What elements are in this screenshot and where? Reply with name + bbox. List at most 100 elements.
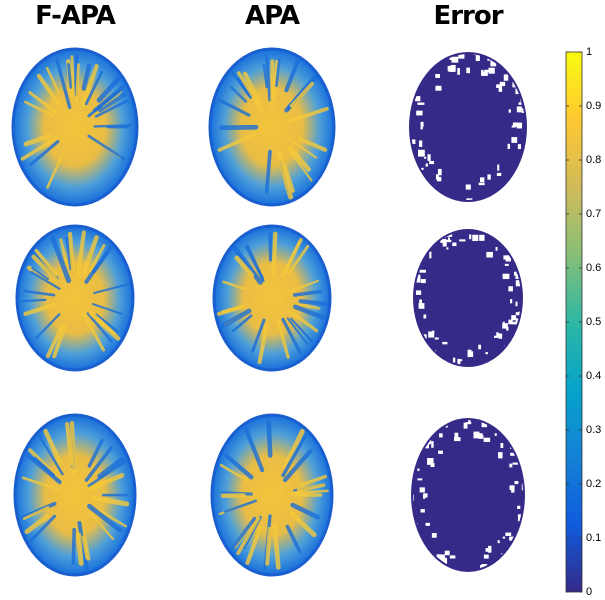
error-gap — [503, 537, 505, 539]
texture — [273, 234, 275, 274]
error-gap — [485, 352, 488, 354]
brain-map — [214, 226, 330, 370]
error-gap — [513, 123, 518, 127]
error-gap — [496, 247, 498, 251]
error-gap — [454, 433, 458, 439]
error-gap — [457, 68, 460, 75]
error-gap — [435, 74, 440, 78]
error-map — [414, 230, 525, 371]
colorbar-tick-label: 0.9 — [586, 100, 601, 112]
error-gap — [416, 111, 422, 116]
texture — [72, 57, 74, 96]
texture — [73, 530, 74, 563]
error-gap — [435, 337, 439, 339]
error-gap — [449, 58, 454, 61]
error-gap — [484, 555, 489, 559]
colorbar-tick-label: 0.7 — [586, 208, 601, 220]
error-gap — [419, 300, 422, 304]
error-gap — [442, 342, 447, 344]
error-gap — [425, 523, 429, 526]
error-gap — [498, 452, 502, 458]
error-gap — [479, 183, 485, 186]
error-gap — [445, 551, 450, 556]
error-gap — [452, 243, 456, 247]
error-gap — [413, 460, 415, 466]
error-gap — [417, 478, 422, 480]
error-gap — [453, 358, 455, 363]
colorbar-tick-label: 0 — [586, 586, 592, 598]
error-gap — [478, 345, 481, 350]
colorbar-tick-label: 0.1 — [586, 532, 601, 544]
texture — [23, 300, 46, 301]
error-gap — [505, 264, 509, 266]
colorbar-tick-label: 0.4 — [586, 370, 601, 382]
error-gap — [421, 279, 426, 283]
error-gap — [486, 548, 489, 552]
error-gap — [440, 554, 445, 560]
figure: F-APA APA Error 00.10.20.30.40.50.60.70.… — [0, 0, 605, 600]
texture — [72, 423, 74, 473]
error-gap — [473, 432, 479, 439]
error-gap — [517, 506, 520, 509]
error-gap — [479, 235, 484, 241]
brain-map — [13, 49, 137, 205]
brain-map — [17, 226, 133, 370]
error-gap — [421, 509, 425, 512]
texture — [70, 234, 73, 269]
error-gap — [508, 144, 510, 149]
error-gap — [524, 496, 530, 502]
error-gap — [517, 106, 522, 112]
error-gap — [481, 70, 483, 76]
colorbar: 00.10.20.30.40.50.60.70.80.91 — [566, 46, 601, 598]
error-gap — [498, 540, 500, 543]
error-gap — [498, 333, 502, 338]
error-gap — [421, 127, 423, 129]
error-gap — [497, 165, 499, 171]
error-gap — [494, 336, 498, 338]
colorbar-tick-label: 1 — [586, 46, 592, 58]
error-gap — [429, 161, 434, 164]
error-gap — [468, 350, 472, 354]
colorbar-tick-label: 0.3 — [586, 424, 601, 436]
error-gap — [511, 137, 517, 143]
error-gap — [435, 86, 441, 91]
texture — [95, 125, 131, 126]
colorbar-tick-label: 0.5 — [586, 316, 601, 328]
error-gap — [479, 433, 483, 437]
colorbar-tick-label: 0.8 — [586, 154, 601, 166]
error-gap — [439, 433, 443, 437]
error-gap — [509, 109, 511, 112]
error-gap — [486, 252, 493, 258]
error-gap — [466, 68, 470, 74]
column-title: F-APA — [35, 1, 116, 31]
texture — [270, 234, 271, 259]
error-gap — [503, 322, 505, 327]
error-gap — [519, 102, 522, 105]
brain-map — [210, 49, 334, 205]
error-gap — [514, 481, 518, 484]
error-gap — [418, 150, 425, 157]
error-gap — [497, 173, 501, 176]
error-gap — [446, 247, 448, 249]
error-gap — [423, 495, 425, 499]
error-gap — [429, 252, 431, 259]
error-gap — [505, 533, 511, 536]
error-gap — [508, 286, 513, 291]
error-gap — [509, 464, 512, 468]
texture — [267, 529, 269, 564]
error-gap — [495, 433, 497, 436]
brain-map — [212, 415, 332, 575]
error-gap — [504, 74, 508, 80]
error-gap — [480, 177, 484, 182]
error-gap — [426, 163, 428, 166]
error-gap — [431, 463, 435, 467]
error-gap — [503, 274, 510, 279]
error-map — [410, 50, 528, 202]
error-gap — [466, 422, 472, 424]
error-gap — [472, 235, 478, 241]
error-gap — [488, 68, 494, 74]
error-gap — [438, 451, 443, 454]
error-gap — [510, 299, 512, 303]
error-gap — [496, 84, 502, 88]
error-gap — [431, 441, 433, 448]
